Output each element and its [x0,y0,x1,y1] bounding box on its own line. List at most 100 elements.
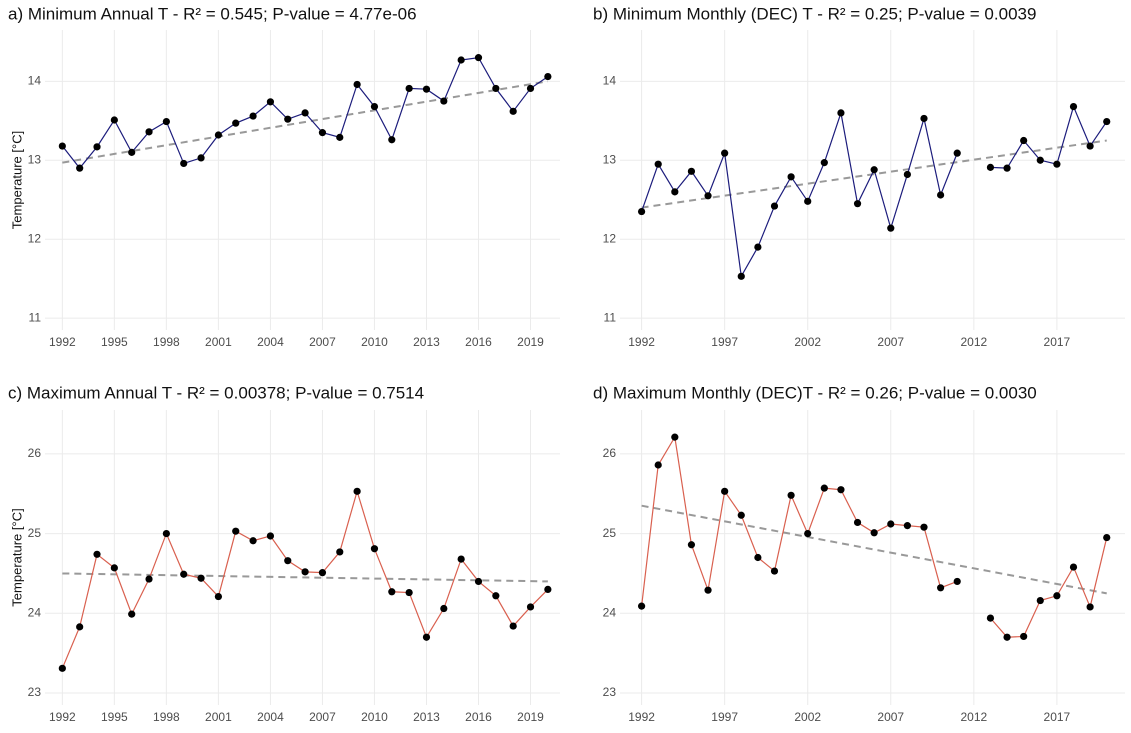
data-point [353,487,361,495]
x-tick-label: 2001 [205,710,232,724]
data-point [93,550,101,558]
data-point [1053,160,1061,168]
data-point [704,586,712,594]
data-point [457,555,465,563]
data-point [405,84,413,93]
data-point [214,131,223,139]
y-tick-label: 14 [603,73,617,87]
data-point [1086,603,1094,611]
data-point [770,567,779,575]
x-tick-label: 1998 [153,335,180,349]
x-tick-label: 2017 [1044,335,1071,349]
data-point [318,569,327,577]
data-point [145,575,153,583]
data-point [301,568,309,576]
data-point [937,191,945,199]
y-tick-label: 12 [603,231,617,245]
data-point [180,570,188,578]
data-point [1003,633,1011,641]
y-tick-label: 25 [603,526,617,540]
data-point [687,541,696,549]
x-tick-label: 2016 [465,335,492,349]
data-line [640,435,958,607]
y-tick-label: 13 [603,152,617,166]
data-point [76,164,84,172]
data-point [853,200,862,208]
data-point [637,602,646,610]
panel-title: b) Minimum Monthly (DEC) T - R² = 0.25; … [593,4,1036,23]
x-tick-label: 2004 [257,335,284,349]
data-point [721,487,729,495]
x-tick-label: 2001 [205,335,232,349]
data-point [249,537,257,545]
data-point [1003,164,1011,172]
data-point [128,148,136,156]
data-point [440,97,448,105]
data-point [266,532,275,540]
x-tick-label: 1992 [628,710,655,724]
data-line [990,104,1108,169]
data-point [214,592,223,601]
y-tick-label: 25 [28,526,42,540]
y-tick-label: 14 [28,73,42,87]
x-tick-label: 2004 [257,710,284,724]
data-point [422,633,431,641]
data-point [1086,142,1094,150]
data-point [301,109,309,117]
y-tick-label: 23 [603,685,617,699]
y-tick-label: 24 [28,605,42,619]
y-axis-label: Temperature [°C] [9,508,24,606]
y-axis-label: Temperature [°C] [9,131,24,229]
data-point [336,133,344,141]
x-tick-label: 2012 [960,335,987,349]
data-point [526,603,535,611]
data-point [284,115,292,123]
data-point [1020,136,1028,145]
data-point [388,588,396,596]
data-point [405,588,413,597]
data-point [870,166,878,174]
data-point [986,614,995,622]
data-point [687,167,696,175]
data-point [671,188,679,196]
data-point [754,553,762,562]
panel-title: a) Minimum Annual T - R² = 0.545; P-valu… [8,4,417,23]
data-point [903,522,911,530]
x-tick-label: 1998 [153,710,180,724]
y-tick-label: 13 [28,152,42,166]
trend-line [62,80,549,164]
data-point [1053,592,1061,600]
data-point [870,529,878,537]
data-point [544,585,552,593]
data-point [804,197,812,205]
data-point [58,664,66,672]
x-tick-label: 2002 [794,335,821,349]
y-tick-label: 24 [603,605,617,619]
data-point [370,102,379,111]
data-point [249,112,257,120]
data-point [526,84,535,93]
data-point [76,623,84,631]
data-point [180,159,188,168]
x-tick-label: 1995 [101,335,128,349]
x-tick-label: 2013 [413,335,440,349]
data-point [1103,533,1111,542]
data-point [474,577,483,586]
data-point [920,523,928,531]
x-tick-label: 1992 [49,335,76,349]
x-tick-label: 2007 [877,335,904,349]
data-point [737,511,745,519]
data-point [770,202,779,210]
data-line [641,112,958,279]
data-point [370,545,379,553]
data-point [544,72,552,81]
data-point [820,159,828,167]
data-point [837,109,845,117]
x-tick-label: 2017 [1044,710,1071,724]
data-point [318,129,327,137]
x-tick-label: 2007 [877,710,904,724]
data-point [1036,596,1044,605]
data-point [232,527,240,535]
data-point [266,98,275,106]
